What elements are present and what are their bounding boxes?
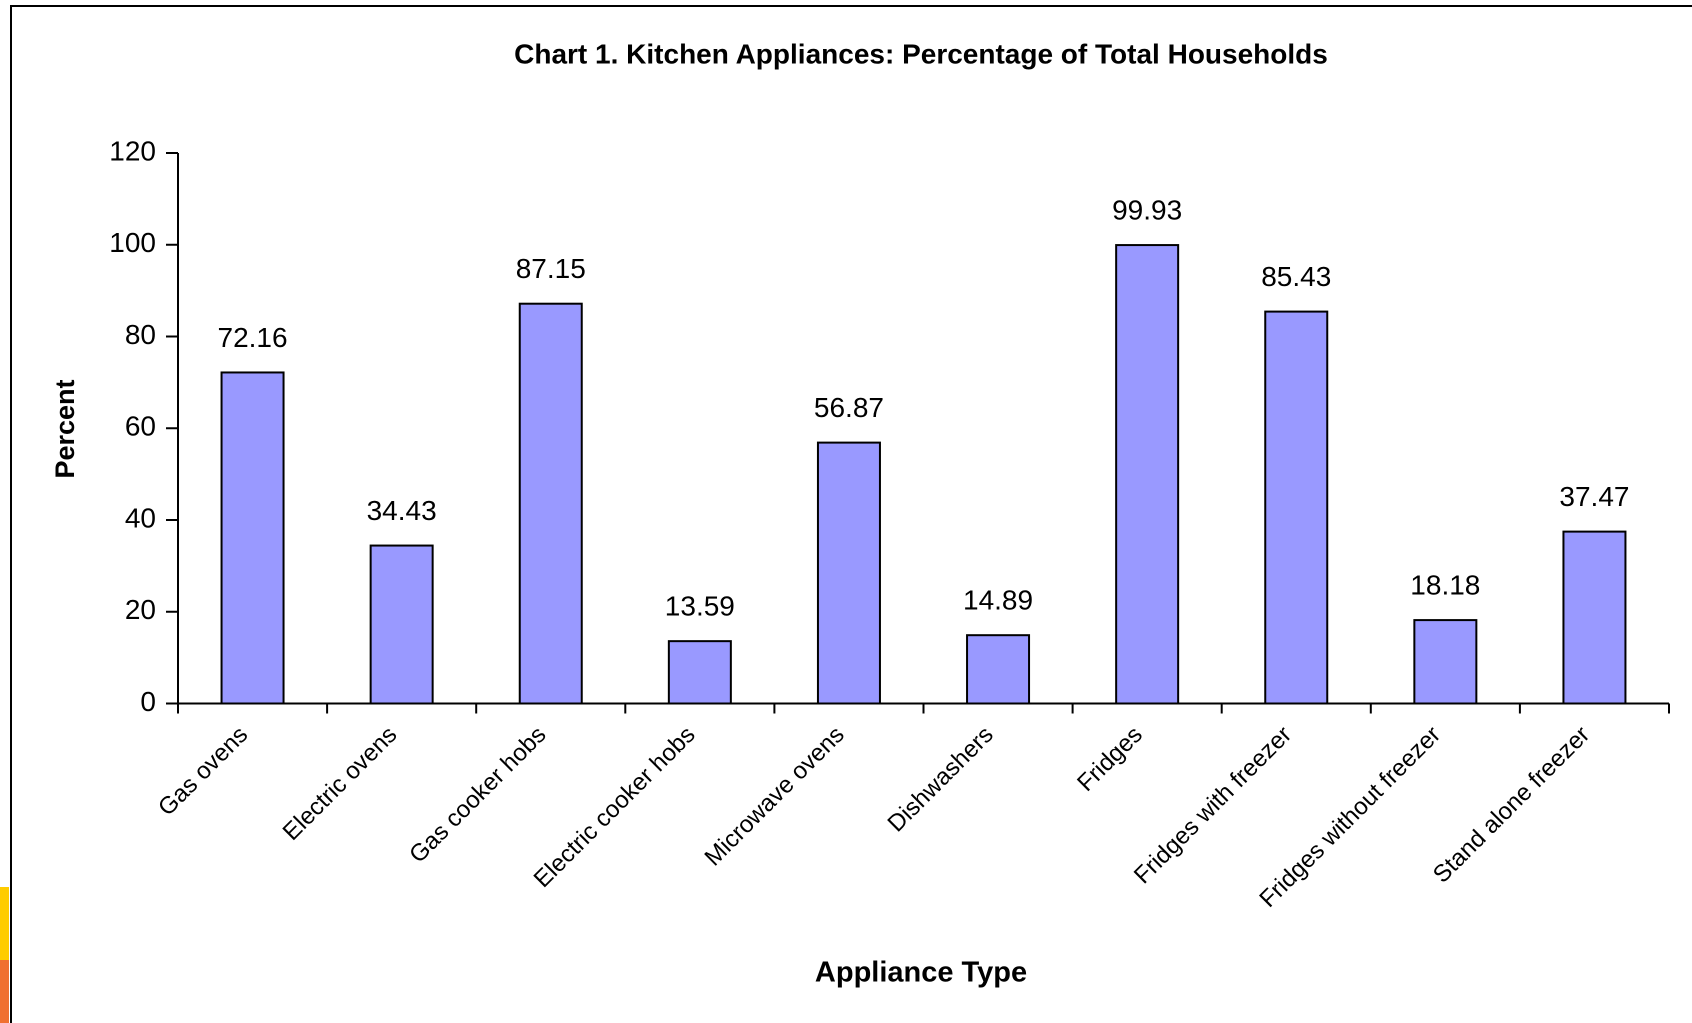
x-tick-label: Microwave ovens: [699, 721, 849, 871]
y-tick-label: 40: [125, 502, 156, 533]
bar: [816, 441, 881, 705]
x-tick-label: Electric cooker hobs: [529, 721, 701, 893]
data-label: 99.93: [1112, 194, 1182, 225]
x-axis-label: Appliance Type: [815, 957, 1027, 989]
data-label: 13.59: [665, 591, 735, 622]
y-tick-label: 0: [140, 686, 156, 717]
x-tick-label: Fridges: [1072, 721, 1148, 797]
decor-stripe: [0, 960, 9, 1023]
data-label: 18.18: [1410, 569, 1480, 600]
bar: [667, 640, 732, 705]
bar: [369, 544, 434, 705]
chart-border: [10, 5, 1692, 1023]
x-tick-label: Stand alone freezer: [1428, 721, 1595, 888]
x-tick-label: Electric ovens: [278, 721, 403, 846]
bar: [1115, 244, 1180, 705]
bar: [1413, 619, 1478, 705]
bar: [220, 371, 285, 705]
data-label: 37.47: [1559, 481, 1629, 512]
bar: [518, 302, 583, 705]
x-tick-label: Gas cooker hobs: [404, 721, 551, 868]
bar: [1264, 310, 1329, 705]
bar: [966, 634, 1031, 705]
decor-stripe: [0, 887, 9, 960]
y-axis-label: Percent: [50, 379, 80, 478]
data-label: 34.43: [367, 495, 437, 526]
x-tick-label: Fridges with freezer: [1129, 721, 1297, 889]
y-tick-label: 20: [125, 594, 156, 625]
y-tick-label: 60: [125, 411, 156, 442]
data-label: 87.15: [516, 253, 586, 284]
x-tick-label: Dishwashers: [883, 721, 999, 837]
y-tick-label: 80: [125, 319, 156, 350]
data-label: 85.43: [1261, 261, 1331, 292]
y-tick-label: 120: [109, 135, 156, 166]
x-tick-label: Gas ovens: [153, 721, 253, 821]
chart-title: Chart 1. Kitchen Appliances: Percentage …: [514, 38, 1328, 69]
data-label: 14.89: [963, 585, 1033, 616]
y-tick-label: 100: [109, 227, 156, 258]
data-label: 56.87: [814, 392, 884, 423]
data-label: 72.16: [218, 322, 288, 353]
bar: [1562, 530, 1627, 705]
